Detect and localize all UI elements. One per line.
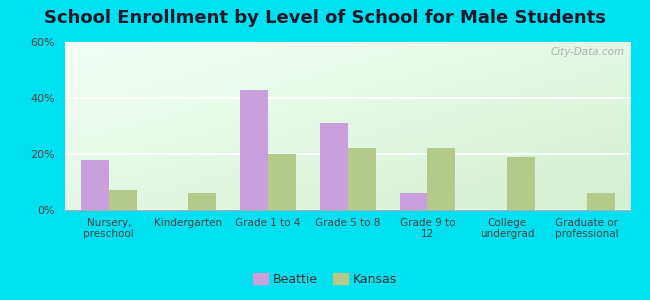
Bar <box>240 90 268 210</box>
Bar <box>587 193 614 210</box>
Bar <box>320 123 348 210</box>
Bar <box>109 190 136 210</box>
Bar <box>188 193 216 210</box>
Bar <box>81 160 109 210</box>
Text: City-Data.com: City-Data.com <box>551 47 625 57</box>
Legend: Beattie, Kansas: Beattie, Kansas <box>248 268 402 291</box>
Bar <box>400 193 428 210</box>
Bar <box>428 148 455 210</box>
Bar <box>348 148 376 210</box>
Bar <box>507 157 535 210</box>
Text: School Enrollment by Level of School for Male Students: School Enrollment by Level of School for… <box>44 9 606 27</box>
Bar <box>268 154 296 210</box>
